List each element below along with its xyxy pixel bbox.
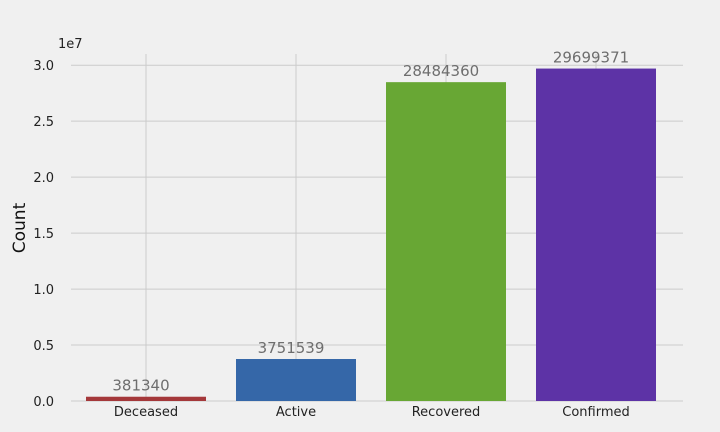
y-tick-label: 1.0 — [33, 283, 54, 298]
y-axis-label: Count — [10, 202, 30, 253]
x-tick-label: Deceased — [114, 405, 178, 420]
data-label: 3751539 — [258, 339, 325, 357]
bar-recovered — [386, 82, 506, 401]
y-tick-label: 2.5 — [33, 115, 54, 130]
x-tick-label: Active — [276, 405, 316, 420]
y-tick-label: 0.0 — [33, 395, 54, 410]
y-tick-label: 2.0 — [33, 171, 54, 186]
data-label: 381340 — [112, 377, 169, 395]
bar-active — [236, 359, 356, 401]
data-label: 28484360 — [403, 62, 479, 80]
y-axis-multiplier: 1e7 — [58, 37, 83, 52]
y-tick-label: 3.0 — [33, 59, 54, 74]
x-tick-label: Confirmed — [562, 405, 630, 420]
y-tick-label: 1.5 — [33, 227, 54, 242]
labels: 0.0 0.5 1.0 1.5 2.0 2.5 3.0 381340 Deceased 37515… — [33, 49, 629, 420]
data-label: 29699371 — [553, 49, 629, 67]
x-tick-label: Recovered — [412, 405, 481, 420]
bar-confirmed — [536, 68, 656, 401]
bar-deceased — [86, 396, 206, 401]
bars — [86, 68, 656, 401]
y-tick-label: 0.5 — [33, 339, 54, 354]
